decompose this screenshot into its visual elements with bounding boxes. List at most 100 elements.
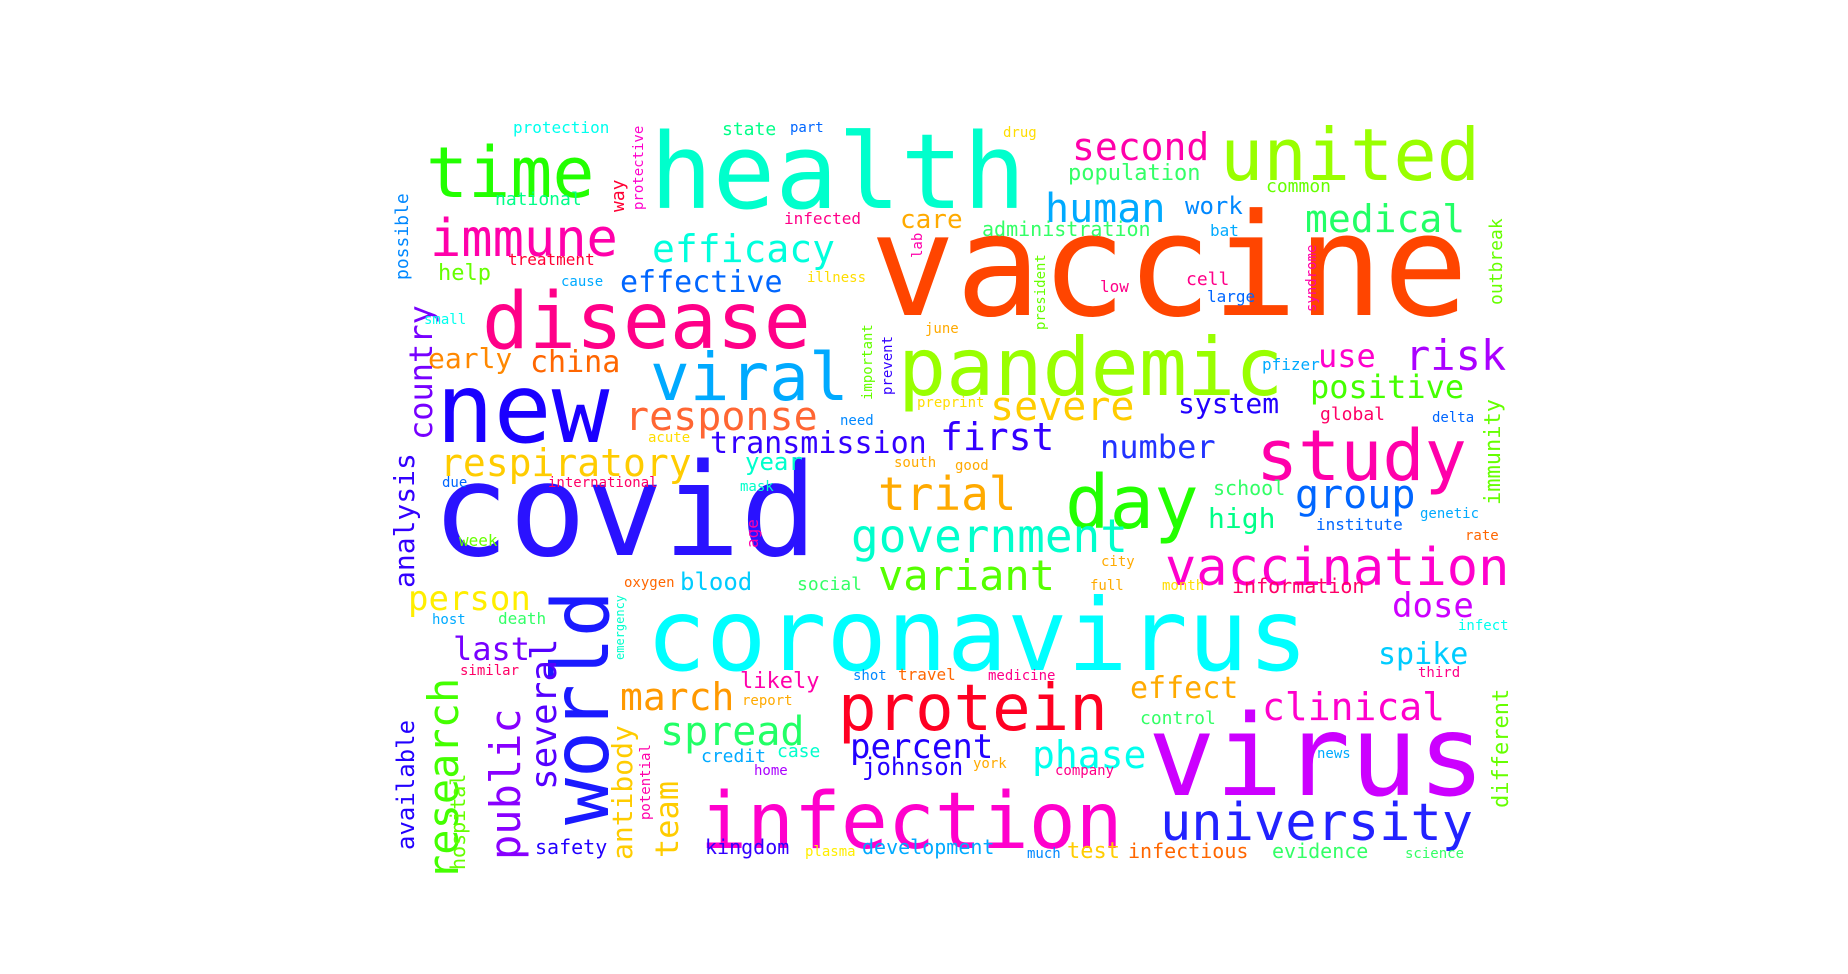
word-percent: percent: [850, 727, 993, 767]
word-drug: drug: [1003, 125, 1037, 141]
word-cell: cell: [1186, 269, 1229, 290]
word-low: low: [1100, 277, 1129, 296]
word-vaccine: vaccine: [870, 184, 1468, 349]
word-age: age: [743, 519, 762, 548]
word-small: small: [424, 312, 466, 328]
word-development: development: [862, 835, 994, 859]
word-news: news: [1317, 746, 1351, 762]
word-genetic: genetic: [1420, 506, 1479, 522]
word-shot: shot: [853, 668, 887, 684]
word-public: public: [481, 708, 530, 860]
word-safety: safety: [535, 835, 607, 859]
word-emergency: emergency: [613, 595, 627, 660]
word-pandemic: pandemic: [898, 321, 1283, 414]
word-outbreak: outbreak: [1486, 218, 1507, 305]
word-severe: severe: [990, 384, 1135, 430]
word-blood: blood: [680, 568, 752, 596]
word-year: year: [745, 448, 803, 476]
word-home: home: [754, 763, 788, 779]
word-global: global: [1320, 404, 1385, 425]
word-use: use: [1318, 337, 1376, 375]
word-protective: protective: [631, 126, 647, 210]
word-kingdom: kingdom: [705, 835, 789, 859]
word-delta: delta: [1432, 410, 1474, 426]
word-science: science: [1405, 846, 1464, 862]
word-oxygen: oxygen: [624, 575, 675, 591]
word-medicine: medicine: [988, 668, 1055, 684]
word-effect: effect: [1130, 671, 1238, 706]
word-month: month: [1162, 578, 1204, 594]
word-much: much: [1027, 846, 1061, 862]
word-full: full: [1090, 578, 1124, 594]
word-prevent: prevent: [880, 336, 896, 395]
word-virus: virus: [1148, 692, 1485, 822]
word-plasma: plasma: [805, 844, 856, 860]
word-infected: infected: [784, 209, 861, 228]
word-help: help: [438, 261, 491, 286]
word-common: common: [1266, 176, 1331, 197]
word-protein: protein: [838, 672, 1108, 746]
word-mask: mask: [740, 479, 774, 495]
word-medical: medical: [1305, 197, 1465, 241]
word-international: international: [548, 475, 658, 491]
word-state: state: [722, 119, 776, 140]
word-care: care: [900, 205, 963, 235]
word-south: south: [894, 455, 936, 471]
word-health: health: [650, 111, 1026, 233]
word-response: response: [625, 394, 818, 440]
word-illness: illness: [807, 270, 866, 286]
word-effective: effective: [620, 265, 783, 300]
word-antibody: antibody: [606, 725, 639, 860]
word-first: first: [940, 415, 1054, 459]
word-bat: bat: [1210, 221, 1239, 240]
word-work: work: [1185, 192, 1243, 220]
word-case: case: [777, 741, 820, 762]
word-second: second: [1072, 125, 1209, 169]
word-control: control: [1140, 708, 1216, 729]
word-time: time: [426, 132, 595, 214]
word-information: information: [1232, 574, 1364, 598]
word-due: due: [442, 475, 467, 491]
word-new: new: [436, 353, 610, 465]
word-social: social: [797, 574, 862, 595]
word-phase: phase: [1032, 733, 1146, 777]
word-host: host: [432, 612, 466, 628]
word-evidence: evidence: [1272, 839, 1368, 863]
word-lab: lab: [910, 233, 926, 258]
word-administration: administration: [982, 217, 1151, 241]
word-vaccination: vaccination: [1165, 538, 1509, 598]
word-school: school: [1213, 476, 1285, 500]
word-government: government: [851, 509, 1128, 563]
word-death: death: [498, 609, 546, 628]
word-immune: immune: [430, 209, 618, 269]
word-syndrome: syndrome: [1304, 245, 1320, 312]
word-protection: protection: [513, 118, 609, 137]
word-china: china: [530, 345, 620, 380]
word-spike: spike: [1378, 637, 1468, 672]
word-third: third: [1418, 665, 1460, 681]
word-institute: institute: [1316, 515, 1403, 534]
word-president: president: [1033, 254, 1049, 330]
word-johnson: johnson: [862, 753, 963, 781]
word-high: high: [1208, 502, 1275, 535]
word-cause: cause: [561, 274, 603, 290]
word-immunity: immunity: [1481, 399, 1506, 505]
word-variant: variant: [878, 551, 1055, 600]
word-group: group: [1295, 472, 1415, 518]
word-united: united: [1220, 113, 1480, 197]
word-company: company: [1055, 763, 1114, 779]
word-treatment: treatment: [508, 250, 595, 269]
word-university: university: [1160, 793, 1473, 853]
word-team: team: [648, 781, 686, 858]
word-viral: viral: [650, 339, 849, 416]
word-transmission: transmission: [710, 426, 927, 461]
word-hospital: hospital: [446, 774, 470, 870]
word-infectious: infectious: [1128, 839, 1248, 863]
word-credit: credit: [701, 746, 766, 767]
word-part: part: [790, 120, 824, 136]
word-infect: infect: [1458, 618, 1509, 634]
word-coronavirus: coronavirus: [646, 577, 1308, 694]
word-pfizer: pfizer: [1262, 355, 1320, 374]
word-analysis: analysis: [388, 453, 421, 588]
word-population: population: [1068, 161, 1200, 186]
